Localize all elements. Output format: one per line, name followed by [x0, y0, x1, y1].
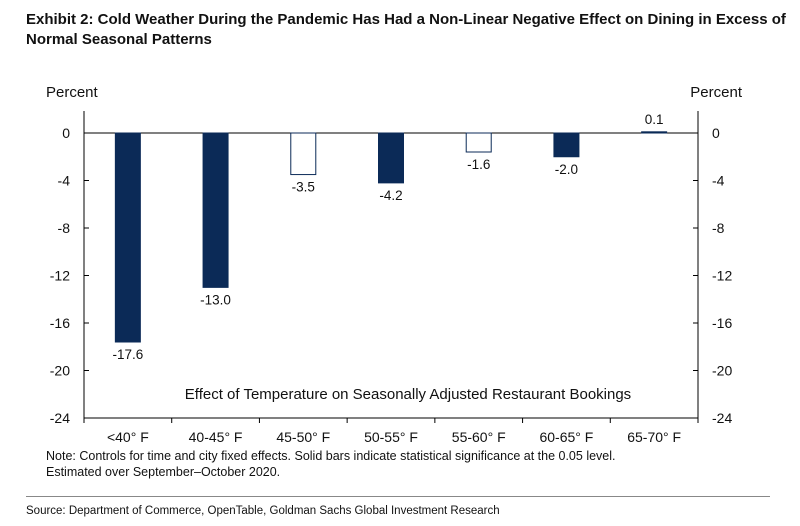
source-divider — [26, 496, 770, 497]
x-tick-label: 40-45° F — [189, 429, 243, 445]
x-tick-label: <40° F — [107, 429, 149, 445]
bar-value-label: -1.6 — [467, 157, 490, 172]
x-tick-label: 60-65° F — [539, 429, 593, 445]
chart-title: Exhibit 2: Cold Weather During the Pande… — [26, 11, 786, 48]
x-tick-label: 50-55° F — [364, 429, 418, 445]
chart-source: Source: Department of Commerce, OpenTabl… — [26, 505, 500, 517]
y-axis-label-left: Percent — [46, 84, 99, 101]
y-tick-label-left: -8 — [58, 220, 71, 236]
bar — [114, 132, 141, 343]
bar — [465, 132, 492, 153]
y-tick-label-right: -16 — [712, 315, 732, 331]
chart-axes: 0 0 -4 -4 -8 -8 -12 -12 -16 -16 -20 -20 -24 -24 <40° F… — [50, 111, 732, 445]
bar-value-label: -4.2 — [379, 188, 402, 203]
chart-note: Note: Controls for time and city fixed e… — [46, 449, 616, 479]
bar — [378, 132, 404, 184]
y-tick-label-right: -4 — [712, 173, 725, 189]
bar — [290, 132, 317, 176]
y-tick-label-left: -24 — [50, 410, 70, 426]
y-tick-label-left: -20 — [50, 363, 70, 379]
chart-annotation: Effect of Temperature on Seasonally Adju… — [185, 386, 631, 403]
y-tick-label-left: -16 — [50, 315, 70, 331]
chart-bars: -17.6 -13.0 -3.5 -4.2 -1.6 -2.0 0.1 — [112, 112, 668, 362]
y-tick-label-right: -20 — [712, 363, 732, 379]
bar-value-label: -2.0 — [555, 162, 578, 177]
bar-value-label: 0.1 — [645, 112, 664, 127]
y-axis-label-right: Percent — [690, 84, 743, 101]
bar — [202, 132, 229, 288]
bar — [641, 131, 668, 134]
x-tick-label: 45-50° F — [276, 429, 330, 445]
bar — [553, 132, 580, 158]
y-tick-label-left: 0 — [62, 125, 70, 141]
x-tick-label: 55-60° F — [452, 429, 506, 445]
y-tick-label-right: 0 — [712, 125, 720, 141]
bar-value-label: -3.5 — [292, 180, 315, 195]
bar-value-label: -13.0 — [200, 292, 231, 307]
y-tick-label-right: -24 — [712, 410, 732, 426]
bar-value-label: -17.6 — [112, 347, 143, 362]
x-tick-label: 65-70° F — [627, 429, 681, 445]
y-tick-label-left: -4 — [58, 173, 71, 189]
y-tick-label-left: -12 — [50, 268, 70, 284]
y-tick-label-right: -12 — [712, 268, 732, 284]
y-tick-label-right: -8 — [712, 220, 725, 236]
